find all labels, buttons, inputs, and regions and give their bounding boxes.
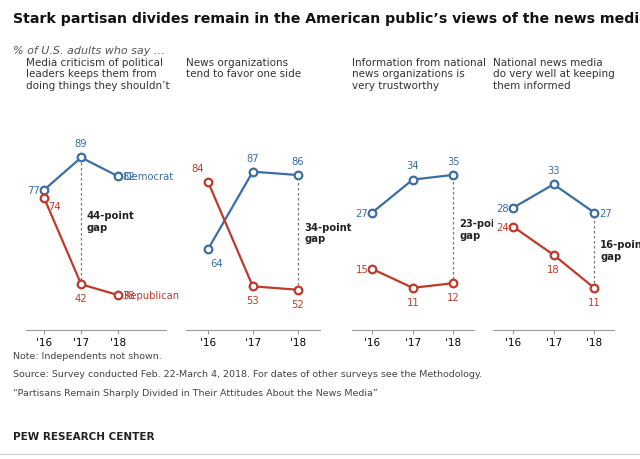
Text: 27: 27: [599, 208, 612, 218]
Text: 42: 42: [75, 294, 88, 304]
Text: PEW RESEARCH CENTER: PEW RESEARCH CENTER: [13, 431, 154, 441]
Text: 28: 28: [497, 203, 509, 213]
Text: Republican: Republican: [124, 291, 179, 301]
Text: News organizations
tend to favor one side: News organizations tend to favor one sid…: [186, 57, 301, 79]
Text: 89: 89: [75, 139, 88, 149]
Text: % of U.S. adults who say …: % of U.S. adults who say …: [13, 46, 165, 56]
Text: 86: 86: [291, 157, 304, 167]
Text: 35: 35: [447, 157, 460, 167]
Text: Democrat: Democrat: [124, 172, 173, 182]
Text: 53: 53: [246, 296, 259, 306]
Text: Information from national
news organizations is
very trustworthy: Information from national news organizat…: [352, 57, 486, 90]
Text: 74: 74: [49, 201, 61, 211]
Text: 38: 38: [123, 291, 135, 301]
Text: 11: 11: [588, 297, 600, 307]
Text: 34: 34: [406, 161, 419, 171]
Text: Source: Survey conducted Feb. 22-March 4, 2018. For dates of other surveys see t: Source: Survey conducted Feb. 22-March 4…: [13, 369, 482, 379]
Text: 87: 87: [246, 153, 259, 163]
Text: 82: 82: [123, 172, 135, 182]
Text: Note: Independents not shown.: Note: Independents not shown.: [13, 351, 161, 360]
Text: 24: 24: [497, 222, 509, 232]
Text: “Partisans Remain Sharply Divided in Their Attitudes About the News Media”: “Partisans Remain Sharply Divided in The…: [13, 388, 378, 397]
Text: 27: 27: [355, 208, 368, 218]
Text: 12: 12: [447, 292, 460, 302]
Text: 16-point
gap: 16-point gap: [600, 240, 640, 262]
Text: 77: 77: [27, 185, 40, 196]
Text: Stark partisan divides remain in the American public’s views of the news media: Stark partisan divides remain in the Ame…: [13, 11, 640, 25]
Text: Media criticism of political
leaders keeps them from
doing things they shouldn’t: Media criticism of political leaders kee…: [26, 57, 169, 90]
Text: 34-point
gap: 34-point gap: [305, 222, 352, 244]
Text: 64: 64: [210, 259, 223, 269]
Text: 33: 33: [547, 166, 560, 176]
Text: National news media
do very well at keeping
them informed: National news media do very well at keep…: [493, 57, 614, 90]
Text: 15: 15: [355, 264, 368, 274]
Text: 84: 84: [191, 163, 204, 174]
Text: 52: 52: [291, 299, 304, 309]
Text: 44-point
gap: 44-point gap: [87, 211, 134, 232]
Text: 11: 11: [406, 297, 419, 307]
Text: 23-point
gap: 23-point gap: [460, 219, 507, 240]
Text: 18: 18: [547, 264, 560, 274]
